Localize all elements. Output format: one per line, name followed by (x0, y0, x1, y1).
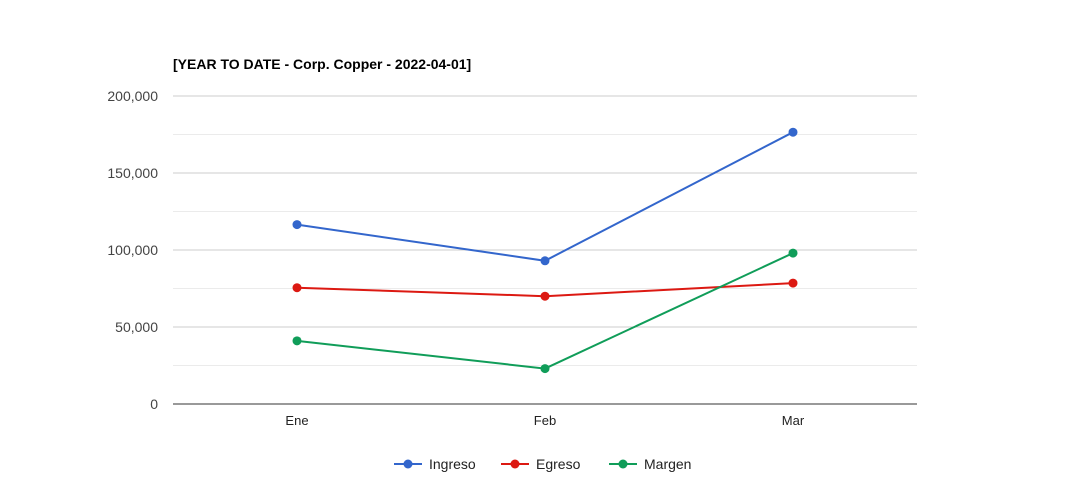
data-point-ingreso[interactable] (292, 220, 302, 230)
data-point-margen[interactable] (292, 336, 302, 346)
x-tick-label: Mar (782, 413, 805, 428)
series-ingreso (292, 127, 798, 266)
legend-swatch-marker (403, 459, 413, 469)
legend-item-ingreso[interactable]: Ingreso (394, 456, 476, 472)
x-tick-label: Feb (534, 413, 556, 428)
data-point-egreso[interactable] (292, 283, 302, 293)
legend-label: Egreso (536, 456, 581, 472)
legend-item-egreso[interactable]: Egreso (501, 456, 581, 472)
data-point-margen[interactable] (788, 248, 798, 258)
data-point-ingreso[interactable] (540, 256, 550, 266)
data-point-ingreso[interactable] (788, 127, 798, 137)
data-point-margen[interactable] (540, 364, 550, 374)
legend: Ingreso Egreso Margen (394, 456, 691, 472)
series-margen (292, 248, 798, 374)
data-point-egreso[interactable] (788, 278, 798, 288)
series-egreso (292, 278, 798, 301)
chart-title: [YEAR TO DATE - Corp. Copper - 2022-04-0… (173, 56, 471, 72)
legend-swatch-marker (510, 459, 520, 469)
x-axis-tick-labels: Ene Feb Mar (285, 413, 804, 428)
legend-swatch-marker (618, 459, 628, 469)
series-layer (292, 127, 798, 374)
series-line-margen (296, 252, 794, 370)
y-tick-label: 0 (150, 396, 158, 412)
x-tick-label: Ene (285, 413, 308, 428)
y-tick-label: 150,000 (107, 165, 158, 181)
y-tick-label: 50,000 (115, 319, 158, 335)
data-point-egreso[interactable] (540, 291, 550, 301)
y-tick-label: 200,000 (107, 88, 158, 104)
series-line-ingreso (296, 131, 794, 262)
legend-label: Margen (644, 456, 691, 472)
legend-label: Ingreso (429, 456, 476, 472)
legend-item-margen[interactable]: Margen (609, 456, 691, 472)
y-tick-label: 100,000 (107, 242, 158, 258)
y-axis-tick-labels: 200,000 150,000 100,000 50,000 0 (107, 88, 158, 412)
